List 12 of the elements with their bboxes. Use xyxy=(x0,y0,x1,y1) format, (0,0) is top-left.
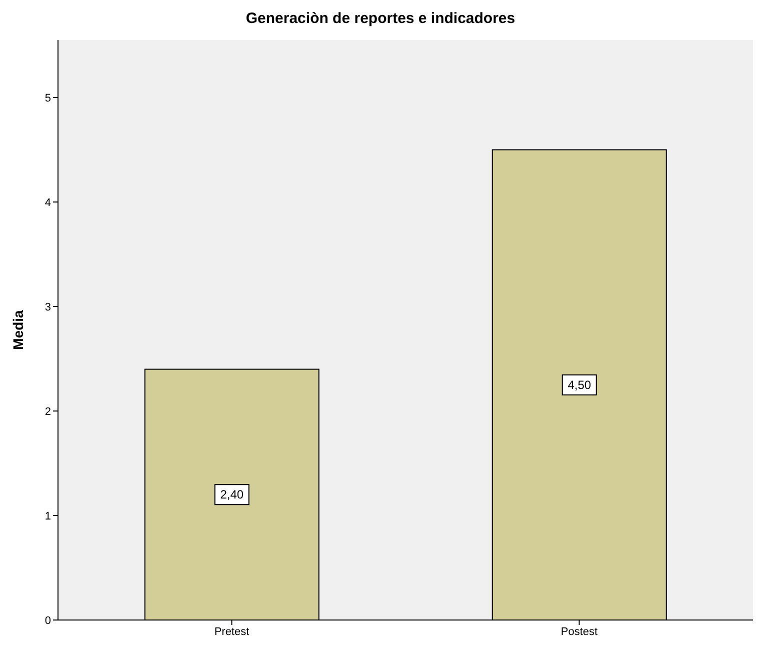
data-label: 4,50 xyxy=(568,378,592,392)
y-tick-label: 3 xyxy=(44,301,51,314)
y-tick-label: 0 xyxy=(44,614,51,627)
y-tick-label: 5 xyxy=(44,92,51,104)
y-tick-label: 4 xyxy=(44,196,51,209)
x-tick-label: Postest xyxy=(560,626,598,638)
y-tick-label: 2 xyxy=(44,406,51,418)
chart-title: Generaciòn de reportes e indicadores xyxy=(244,10,516,27)
x-tick-label: Pretest xyxy=(214,626,250,638)
y-axis-title: Media xyxy=(10,310,26,350)
y-tick-label: 1 xyxy=(44,510,51,522)
data-label: 2,40 xyxy=(220,488,244,502)
